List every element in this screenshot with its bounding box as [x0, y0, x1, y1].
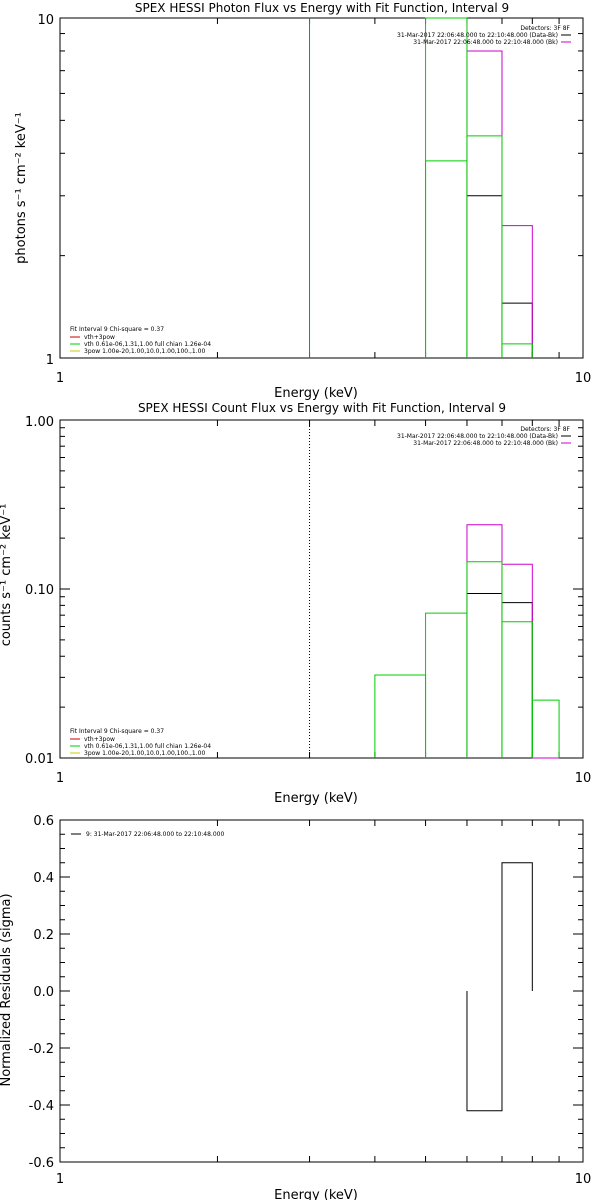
y-tick-label: 1.00: [25, 415, 54, 430]
legend-bottom: Fit Interval 9 Chi-square = 0.37 vth+3po…: [70, 728, 211, 757]
legend-title: Fit Interval 9 Chi-square = 0.37: [70, 326, 164, 333]
legend-label: vth+3pow: [84, 736, 115, 743]
histogram-bin: [466, 50, 503, 358]
histogram-bin: [531, 699, 560, 758]
panel-residuals: 1 10 -0.6 -0.4 -0.2 0.0 0.2 0.4 0.6 Energy (ke…: [0, 814, 591, 1200]
axis-ticks: [60, 18, 583, 359]
legend-label: 31-Mar-2017 22:06:48.000 to 22:10:48.000…: [397, 32, 558, 39]
x-tick-label: 10: [575, 1172, 592, 1187]
x-tick-label: 10: [575, 771, 592, 786]
y-tick-label: 0.6: [33, 814, 54, 829]
y-tick-label: -0.2: [29, 1042, 54, 1057]
x-tick-label: 1: [56, 771, 64, 786]
axis-ticks: [60, 819, 583, 1163]
histogram-bin: [501, 602, 533, 758]
x-tick-label: 10: [575, 371, 592, 386]
axis-ticks: [60, 420, 583, 759]
histogram-bin: [425, 160, 468, 358]
legend-top: 9: 31-Mar-2017 22:06:48.000 to 22:10:48.…: [71, 831, 224, 838]
y-axis-label: photons s⁻¹ cm⁻² keV⁻¹: [14, 112, 29, 264]
y-tick-label: -0.4: [29, 1099, 54, 1114]
y-tick-label: 0.4: [33, 871, 54, 886]
y-tick-labels: -0.6 -0.4 -0.2 0.0 0.2 0.4 0.6: [29, 814, 54, 1171]
y-tick-label: 0.0: [33, 985, 54, 1000]
histogram-bin: [466, 991, 503, 1112]
legend-title: Fit Interval 9 Chi-square = 0.37: [70, 728, 164, 735]
legend-label: 31-Mar-2017 22:06:48.000 to 22:10:48.000…: [413, 39, 558, 46]
legend-label: vth 0.61e-06,1.31,1.00 full chian 1.26e-…: [84, 743, 211, 750]
legend-label: vth+3pow: [84, 334, 115, 341]
legend-label: 9: 31-Mar-2017 22:06:48.000 to 22:10:48.…: [86, 831, 224, 838]
y-tick-label: 0.2: [33, 928, 54, 943]
histogram-bin: [466, 593, 503, 758]
x-axis-label: Energy (keV): [274, 791, 358, 806]
legend-label: vth 0.61e-06,1.31,1.00 full chian 1.26e-…: [84, 341, 211, 348]
panel-photon-flux: SPEX HESSI Photon Flux vs Energy with Fi…: [14, 1, 591, 401]
histogram-bin: [466, 561, 503, 758]
histogram-bin: [466, 135, 503, 358]
legend-label: 3pow 1.00e-20,1.00,10.0,1.00,100.,1.00: [84, 348, 205, 355]
legend-title: Detectors: 3F 8F: [520, 426, 570, 433]
y-axis-label: counts s⁻¹ cm⁻² keV⁻¹: [0, 504, 14, 647]
y-tick-label: 10: [37, 13, 54, 28]
histogram-bin: [501, 343, 533, 358]
chart-title: SPEX HESSI Count Flux vs Energy with Fit…: [138, 401, 506, 415]
histogram-bin: [466, 195, 503, 358]
y-tick-label: 1: [46, 353, 54, 368]
histogram-bin: [501, 225, 533, 358]
legend-top: Detectors: 3F 8F 31-Mar-2017 22:06:48.00…: [397, 25, 571, 46]
histogram-bin: [501, 563, 533, 758]
x-axis-label: Energy (keV): [274, 386, 358, 401]
legend-top: Detectors: 3F 8F 31-Mar-2017 22:06:48.00…: [397, 426, 571, 447]
plot-frame: [59, 17, 584, 359]
legend-label: 3pow 1.00e-20,1.00,10.0,1.00,100.,1.00: [84, 750, 205, 757]
panel-count-flux: SPEX HESSI Count Flux vs Energy with Fit…: [0, 401, 591, 806]
chart-title: SPEX HESSI Photon Flux vs Energy with Fi…: [135, 1, 509, 15]
x-axis-label: Energy (keV): [274, 1188, 358, 1200]
legend-label: 31-Mar-2017 22:06:48.000 to 22:10:48.000…: [413, 440, 558, 447]
histogram-bin: [425, 612, 468, 758]
x-tick-label: 1: [56, 1172, 64, 1187]
y-tick-label: 0.10: [25, 583, 54, 598]
histogram-bin: [466, 524, 503, 758]
legend-label: 31-Mar-2017 22:06:48.000 to 22:10:48.000…: [397, 433, 558, 440]
series-group: [466, 862, 533, 1112]
series-group: [425, 17, 533, 358]
histogram-bin: [501, 302, 533, 358]
legend-title: Detectors: 3F 8F: [520, 25, 570, 32]
histogram-bin: [501, 621, 533, 758]
histogram-bin: [501, 862, 533, 991]
x-tick-label: 1: [56, 371, 64, 386]
y-tick-label: 0.01: [25, 752, 54, 767]
legend-bottom: Fit Interval 9 Chi-square = 0.37 vth+3po…: [70, 326, 211, 355]
histogram-bin: [425, 17, 468, 358]
plot-frame: [59, 419, 584, 759]
y-axis-label: Normalized Residuals (sigma): [0, 893, 14, 1086]
series-group: [374, 524, 560, 759]
plot-frame: [59, 819, 584, 1163]
y-tick-label: -0.6: [29, 1156, 54, 1171]
histogram-bin: [374, 674, 427, 758]
